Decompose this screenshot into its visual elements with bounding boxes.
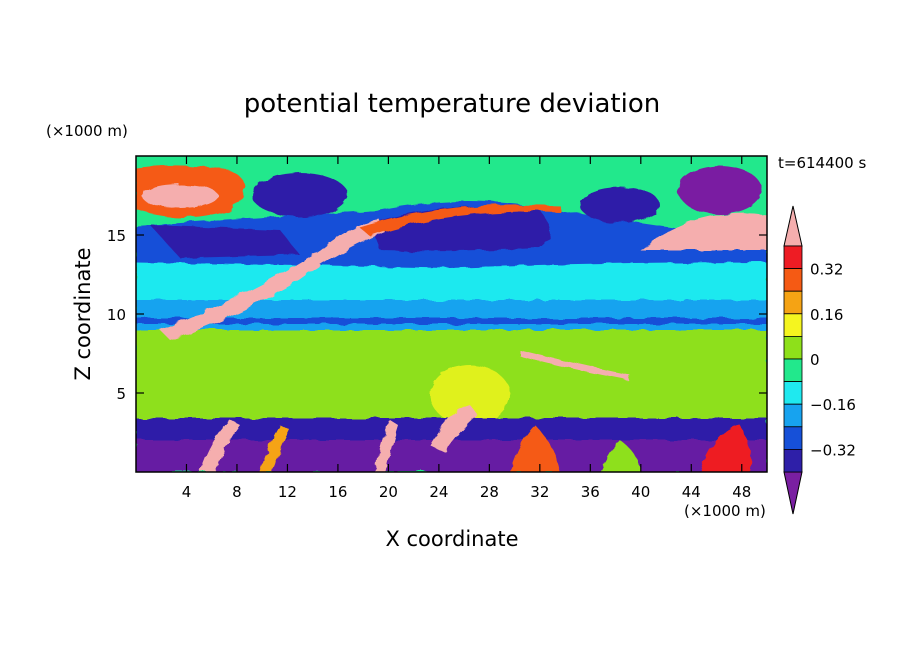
y-tick-label: 15	[107, 227, 126, 245]
plume-1	[200, 420, 240, 472]
x-tick-label: 16	[328, 483, 347, 501]
plot-area	[136, 156, 767, 472]
colorbar-swatch	[783, 403, 803, 428]
top-cold-3	[580, 187, 660, 223]
top-right-warm	[640, 213, 767, 250]
top-left-core	[142, 184, 218, 208]
chart-title: potential temperature deviation	[244, 89, 660, 119]
x-axis-label: X coordinate	[385, 527, 518, 551]
y-axis-label: Z coordinate	[71, 247, 95, 380]
colorbar-swatch	[783, 335, 803, 360]
x-unit-label: (×1000 m)	[684, 502, 766, 520]
y-axis: 5 10 15	[107, 227, 767, 403]
thin-blue-band	[136, 318, 767, 324]
upper-warm-edge	[360, 204, 560, 236]
colorbar-label: 0.16	[810, 306, 843, 324]
x-tick-label: 40	[631, 483, 650, 501]
x-tick-label: 4	[182, 483, 192, 501]
colorbar-swatch	[783, 290, 803, 315]
colorbar-swatch	[783, 268, 803, 292]
x-tick-label: 36	[581, 483, 600, 501]
x-tick-label: 28	[480, 483, 499, 501]
colorbar-swatch	[783, 426, 803, 450]
colorbar-label: −0.32	[810, 441, 856, 459]
top-cold-2	[678, 166, 762, 214]
colorbar-label: 0	[810, 351, 820, 369]
left-dark-core	[150, 225, 300, 258]
plume-5	[510, 425, 560, 472]
warm-patch	[430, 365, 510, 425]
x-tick-label: 8	[232, 483, 242, 501]
x-tick-label: 20	[379, 483, 398, 501]
plume-7	[700, 425, 752, 472]
colorbar: 0.32 0.16 0 −0.16 −0.32	[783, 205, 856, 515]
x-tick-label: 12	[278, 483, 297, 501]
x-tick-label: 32	[530, 483, 549, 501]
top-cold-1	[252, 173, 348, 217]
y-tick-label: 5	[116, 385, 126, 403]
colorbar-swatch	[783, 448, 803, 473]
warm-streak	[160, 220, 385, 340]
plume-3	[375, 420, 398, 472]
y-unit-label: (×1000 m)	[46, 122, 128, 140]
colorbar-label: 0.32	[810, 261, 843, 279]
colorbar-swatch	[783, 313, 803, 337]
plume-2	[260, 425, 290, 472]
x-tick-label: 48	[732, 483, 751, 501]
colorbar-swatch	[783, 358, 803, 383]
mid-warm-streak	[520, 350, 630, 380]
x-tick-label: 24	[429, 483, 448, 501]
colorbar-swatch	[783, 381, 803, 405]
plume-6	[600, 440, 640, 472]
colorbar-extend-min	[783, 471, 803, 515]
plume-4	[430, 405, 478, 452]
time-label: t=614400 s	[778, 154, 866, 172]
y-tick-label: 10	[107, 306, 126, 324]
colorbar-swatch	[783, 245, 803, 270]
layer-bottom-purple	[136, 440, 767, 472]
colorbar-label: −0.16	[810, 396, 856, 414]
x-tick-label: 44	[682, 483, 701, 501]
x-axis: 4 8 12 16 20 24 28 32 36 40 44 48	[182, 156, 751, 501]
colorbar-extend-max	[783, 205, 803, 247]
